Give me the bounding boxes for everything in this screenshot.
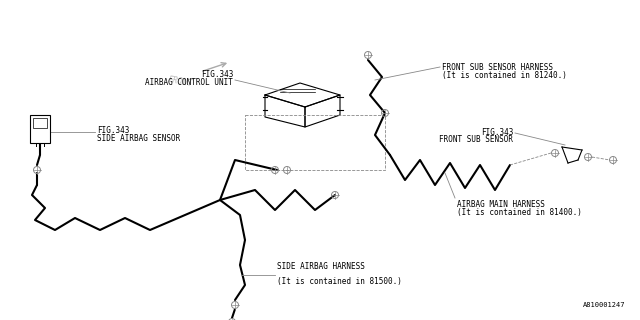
Bar (245, 115, 385, 170)
Text: FIG.343: FIG.343 (200, 70, 233, 79)
Text: A810001247: A810001247 (582, 302, 625, 308)
Text: AIRBAG CONTROL UNIT: AIRBAG CONTROL UNIT (145, 78, 233, 87)
Text: FRONT: FRONT (167, 75, 193, 88)
Text: (It is contained in 81500.): (It is contained in 81500.) (277, 277, 402, 286)
Text: FRONT SUB SENSOR: FRONT SUB SENSOR (439, 135, 513, 144)
Text: (It is contained in 81240.): (It is contained in 81240.) (442, 71, 567, 80)
Bar (33, 118, 47, 128)
Text: (It is contained in 81400.): (It is contained in 81400.) (457, 208, 582, 217)
Text: FIG.343: FIG.343 (481, 128, 513, 137)
Text: SIDE AIRBAG HARNESS: SIDE AIRBAG HARNESS (277, 262, 365, 271)
Text: FIG.343: FIG.343 (97, 126, 129, 135)
Bar (30, 115, 50, 143)
Text: SIDE AIRBAG SENSOR: SIDE AIRBAG SENSOR (97, 134, 180, 143)
Text: FRONT SUB SENSOR HARNESS: FRONT SUB SENSOR HARNESS (442, 63, 553, 72)
Text: AIRBAG MAIN HARNESS: AIRBAG MAIN HARNESS (457, 200, 545, 209)
